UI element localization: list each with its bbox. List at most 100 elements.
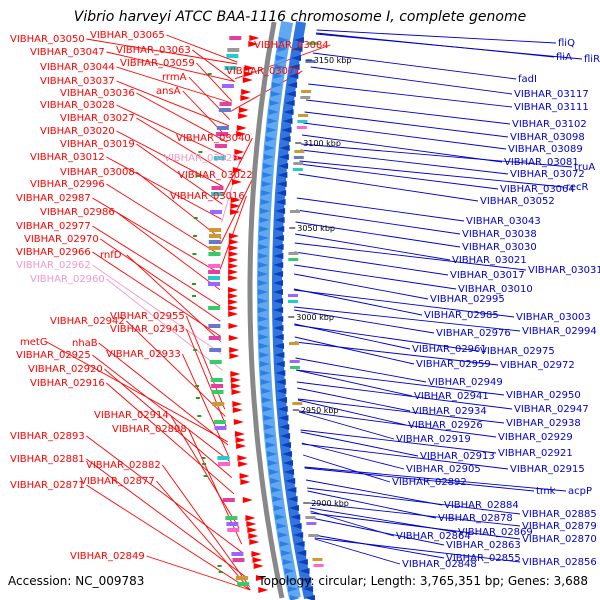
leader-line-right (311, 517, 445, 546)
gene-label-right: VIBHAR_02959 (416, 359, 491, 370)
feature-block (211, 186, 224, 190)
gene-label-left: VIBHAR_02920 (28, 364, 103, 375)
strand-arrow (280, 433, 291, 439)
strand-arrow (273, 325, 284, 331)
gene-label-right: VIBHAR_02848 (402, 559, 477, 570)
strand-arrow (294, 541, 305, 547)
strand-arrow (273, 505, 284, 511)
gene-label-right: VIBHAR_02941 (414, 391, 489, 402)
feature-block (208, 240, 221, 244)
leader-line-left (182, 90, 229, 139)
feature-block (308, 42, 319, 45)
gene-label-left: ansA (156, 86, 181, 97)
feature-block (208, 336, 221, 340)
feature-tick (195, 385, 200, 387)
gene-arrow (228, 299, 239, 305)
feature-block (301, 90, 312, 93)
strand-arrow (272, 82, 283, 88)
feature-tick (197, 415, 202, 417)
strand-arrow (304, 595, 315, 600)
feature-block (208, 276, 220, 280)
feature-tick (198, 151, 203, 153)
gene-label-left: VIBHAR_02877 (80, 476, 155, 487)
strand-arrow (259, 226, 270, 232)
strand-arrow (260, 208, 271, 214)
strand-arrow (263, 415, 274, 421)
gene-label-right: VIBHAR_03089 (508, 144, 583, 155)
strand-arrow (291, 55, 302, 61)
gene-label-right: VIBHAR_02976 (436, 328, 511, 339)
strand-arrow (261, 181, 272, 187)
gene-label-right: VIBHAR_03064 (500, 184, 575, 195)
strand-arrow (269, 469, 280, 475)
scale-tick-label: 3100 kbp (303, 139, 341, 148)
gene-label-left: VIBHAR_02970 (24, 234, 99, 245)
leader-line-left (116, 130, 224, 188)
feature-block (312, 558, 323, 561)
leader-line-right (296, 381, 513, 410)
feature-block (211, 384, 224, 388)
strand-arrow (293, 532, 304, 538)
strand-arrow (258, 262, 269, 268)
strand-arrow (258, 271, 269, 277)
leader-line-right (293, 289, 515, 318)
gene-label-left: VIBHAR_03063 (116, 45, 191, 56)
feature-block (288, 252, 299, 255)
leader-line-left (116, 211, 221, 291)
gene-arrow (240, 95, 251, 101)
leader-line-right (296, 197, 465, 222)
feature-block (211, 390, 224, 394)
gene-label-right: tmk (536, 486, 556, 497)
strand-arrow (275, 370, 286, 376)
strand-arrow (259, 352, 270, 358)
strand-arrow (274, 343, 285, 349)
gene-label-left: VIBHAR_03065 (90, 30, 165, 41)
gene-label-right: VIBHAR_03117 (514, 89, 589, 100)
strand-arrow (285, 478, 296, 484)
gene-arrow (242, 77, 253, 83)
strand-arrow (264, 424, 275, 430)
feature-tick (218, 571, 223, 573)
gene-arrow (230, 203, 241, 209)
strand-arrow (278, 532, 289, 538)
leader-line-right (306, 99, 511, 125)
gene-label-right: VIBHAR_03072 (510, 169, 585, 180)
feature-block (225, 516, 238, 520)
leader-line-right (314, 537, 521, 563)
feature-block (226, 54, 239, 58)
strand-arrow (281, 550, 292, 556)
feature-block (305, 516, 316, 519)
feature-block (290, 366, 300, 369)
gene-label-right: acpP (568, 486, 592, 497)
feature-tick (207, 73, 212, 75)
feature-block (213, 420, 226, 424)
gene-label-right: VIBHAR_02915 (510, 464, 585, 475)
gene-label-left: VIBHAR_03012 (30, 152, 105, 163)
strand-arrow (260, 199, 271, 205)
leader-line-right (294, 306, 521, 332)
gene-label-right: VIBHAR_03038 (462, 229, 537, 240)
strand-arrow (277, 46, 288, 52)
feature-block (208, 246, 221, 250)
gene-label-right: VIBHAR_02929 (498, 432, 573, 443)
leader-line-left (106, 382, 235, 495)
gene-label-right: VIBHAR_03102 (512, 119, 587, 130)
right-leader-lines (293, 29, 583, 565)
strand-arrow (276, 388, 287, 394)
gene-label-left: VIBHAR_03050 (10, 34, 85, 45)
gene-label-right: VIBHAR_03021 (452, 255, 527, 266)
strand-arrow (273, 280, 284, 286)
gene-label-left: VIBHAR_02942 (50, 316, 125, 327)
gene-arrow (228, 269, 239, 275)
leader-line-right (301, 134, 503, 163)
leader-line-left (86, 484, 251, 591)
gene-label-left: VIBHAR_03016 (170, 191, 245, 202)
gene-arrow (228, 263, 239, 269)
strand-arrow (276, 55, 287, 61)
gene-label-right: VIBHAR_03017 (450, 270, 525, 281)
leader-line-right (309, 502, 521, 527)
feature-block (237, 582, 250, 586)
scale-ticks: 3150 kbp 3100 kbp 3050 kbp 3000 kbp 2950 kbp… (288, 56, 351, 508)
leader-line-right (295, 357, 427, 383)
gene-label-left: VIBHAR_02925 (16, 350, 91, 361)
